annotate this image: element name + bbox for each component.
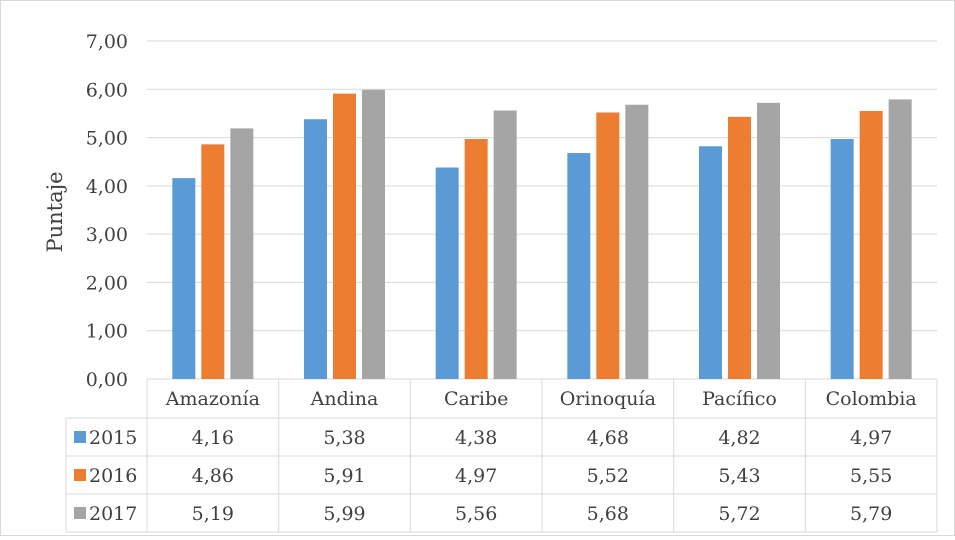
- y-tick-label: 2,00: [86, 272, 128, 294]
- category-label: Pacífico: [702, 388, 777, 410]
- bar-2015-orinoquía: [567, 153, 591, 379]
- bar-2015-colombia: [830, 139, 854, 379]
- data-label: 5,56: [455, 503, 497, 525]
- legend-key-2016: [74, 469, 86, 481]
- y-tick-label: 3,00: [86, 224, 128, 246]
- category-label: Orinoquía: [560, 388, 656, 410]
- bar-2017-andina: [362, 89, 385, 380]
- data-label: 4,97: [850, 427, 892, 449]
- data-label: 5,99: [323, 503, 365, 525]
- bar-2016-colombia: [859, 111, 883, 379]
- series-name: 2015: [89, 427, 137, 449]
- series-name: 2016: [89, 465, 137, 487]
- bar-2016-caribe: [464, 139, 488, 379]
- legend-key-2017: [74, 507, 86, 519]
- bar-2015-amazonía: [172, 178, 196, 379]
- data-label: 5,38: [323, 427, 365, 449]
- y-tick-labels: 0,00 1,00 2,00 3,00 4,00 5,00 6,00 7,00: [86, 31, 128, 391]
- data-label: 4,86: [192, 465, 234, 487]
- bar-2016-pacífico: [728, 116, 751, 380]
- bar-2017-caribe: [493, 110, 517, 379]
- data-label: 5,55: [850, 465, 892, 487]
- y-tick-label: 5,00: [86, 128, 128, 150]
- data-label: 4,82: [718, 427, 760, 449]
- bar-2016-orinoquía: [596, 112, 620, 379]
- data-label: 5,68: [587, 503, 629, 525]
- bars: [172, 89, 912, 380]
- y-tick-label: 1,00: [86, 321, 128, 343]
- bar-2017-amazonía: [230, 128, 254, 379]
- data-label: 5,19: [192, 503, 234, 525]
- data-label: 5,72: [718, 503, 760, 525]
- bar-2015-andina: [304, 119, 327, 380]
- bar-2015-pacífico: [699, 146, 722, 379]
- bar-2017-orinoquía: [625, 104, 649, 379]
- data-label: 4,38: [455, 427, 497, 449]
- category-label: Amazonía: [165, 388, 260, 410]
- data-label: 5,52: [587, 465, 629, 487]
- y-tick-label: 7,00: [86, 31, 128, 53]
- y-tick-label: 4,00: [86, 176, 128, 198]
- data-label: 5,91: [323, 465, 365, 487]
- y-axis-title: Puntaje: [43, 171, 67, 252]
- category-label: Caribe: [444, 388, 508, 410]
- category-label: Colombia: [826, 388, 917, 410]
- data-label: 4,97: [455, 465, 497, 487]
- data-label: 4,68: [587, 427, 629, 449]
- y-tick-label: 6,00: [86, 79, 128, 101]
- bar-2017-pacífico: [757, 102, 780, 379]
- bar-2016-amazonía: [201, 144, 225, 379]
- bar-2016-andina: [333, 93, 356, 379]
- data-label: 4,16: [192, 427, 234, 449]
- legend-key-2015: [74, 431, 86, 443]
- data-table: Amazonía Andina Caribe Orinoquía Pacífico Col…: [65, 379, 938, 533]
- category-label: Andina: [310, 388, 379, 410]
- data-label: 5,79: [850, 503, 892, 525]
- series-name: 2017: [89, 503, 137, 525]
- bar-2015-caribe: [435, 167, 459, 379]
- y-tick-label: 0,00: [86, 369, 128, 391]
- data-label: 5,43: [718, 465, 760, 487]
- bar-2017-colombia: [888, 99, 912, 379]
